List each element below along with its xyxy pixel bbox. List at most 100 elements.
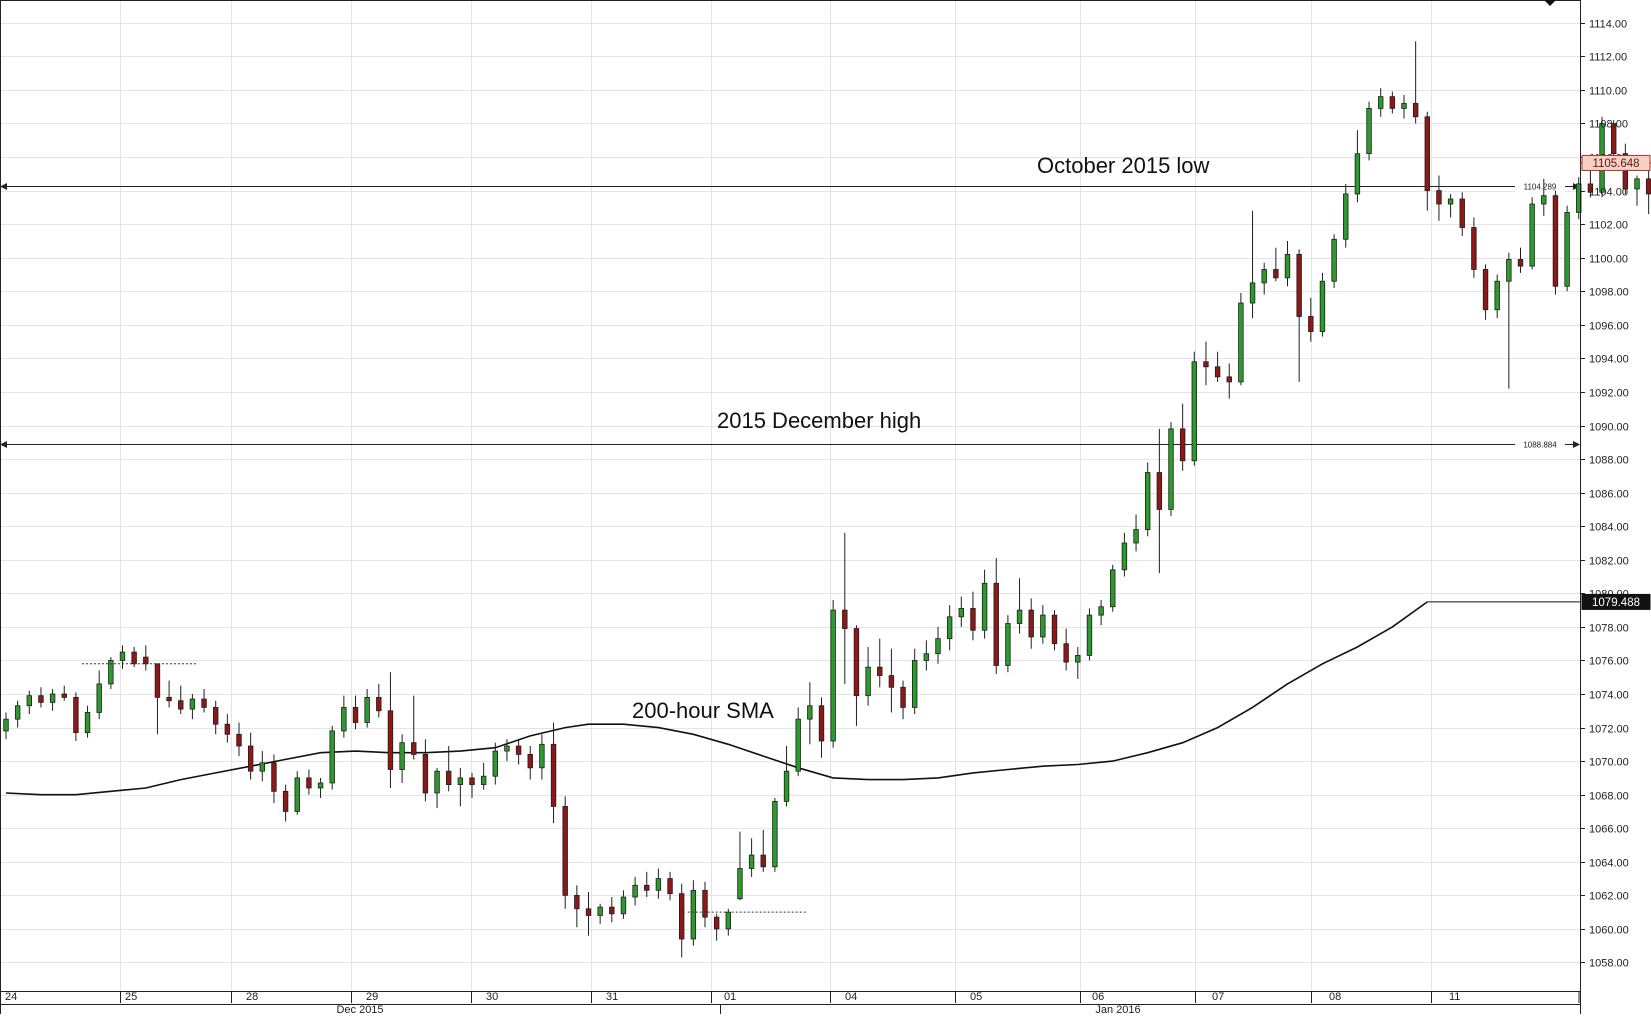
candle-body <box>1016 609 1023 624</box>
candle-body <box>1447 198 1454 205</box>
level-annotation: October 2015 low <box>1037 153 1210 178</box>
candle-body <box>1098 606 1104 616</box>
candle-body <box>1191 361 1197 462</box>
x-day-label: 06 <box>1092 991 1104 1003</box>
candle-body <box>108 660 114 685</box>
candle-body <box>96 683 102 713</box>
x-day-label: 04 <box>845 991 857 1003</box>
candle-body <box>212 707 219 725</box>
candle-body <box>702 889 708 918</box>
candle-body <box>958 608 964 618</box>
candle-body <box>247 745 254 772</box>
candle-body <box>1261 269 1267 284</box>
y-tick-label: 1114.00 <box>1589 19 1627 31</box>
y-tick-label: 1062.00 <box>1589 891 1629 903</box>
candle-body <box>877 666 883 676</box>
candle-body <box>632 884 638 898</box>
candle-body <box>1296 253 1302 317</box>
candle-body <box>364 696 370 723</box>
candle-body <box>1401 102 1407 109</box>
candle-body <box>1203 361 1209 368</box>
candle-body <box>1040 614 1046 638</box>
y-tick-label: 1104.00 <box>1589 187 1628 199</box>
candle-body <box>259 762 265 772</box>
y-tick-label: 1084.00 <box>1589 522 1629 534</box>
candle-body <box>236 733 242 747</box>
candle-body <box>1343 193 1349 240</box>
candle-body <box>224 723 231 735</box>
candle-body <box>760 854 766 868</box>
candle-body <box>830 609 836 742</box>
candle-body <box>282 790 289 812</box>
candle-body <box>294 777 300 812</box>
y-tick-label: 1070.00 <box>1589 757 1629 769</box>
candle-body <box>492 750 498 777</box>
sma-annotation: 200-hour SMA <box>632 698 774 723</box>
candle-body <box>1459 198 1465 228</box>
candle-body <box>1494 280 1500 311</box>
candle-body <box>655 878 662 891</box>
last-price-badge <box>1581 154 1651 171</box>
y-tick-label: 1110.00 <box>1589 86 1627 98</box>
sma-price-badge <box>1581 593 1651 610</box>
candle-body <box>1482 269 1489 311</box>
candle-body <box>1226 376 1232 383</box>
x-day-label: 30 <box>486 991 498 1003</box>
candle-body <box>585 908 592 916</box>
candle-body <box>748 854 755 869</box>
y-tick-label: 1088.00 <box>1589 455 1629 467</box>
gridlines <box>0 1 1580 991</box>
annotations: October 2015 low 2015 December high 200-ho… <box>632 153 1210 723</box>
candle-body <box>352 707 359 723</box>
candle-body <box>597 906 603 916</box>
candle-body <box>1424 116 1430 192</box>
candle-body <box>993 582 999 666</box>
y-tick-label: 1112.00 <box>1589 52 1627 64</box>
candle-body <box>1133 529 1139 544</box>
y-tick-label: 1096.00 <box>1589 321 1629 333</box>
y-tick-label: 1068.00 <box>1589 791 1629 803</box>
candle-body <box>306 777 312 789</box>
candle-body <box>865 666 871 697</box>
candle-body <box>1378 96 1384 109</box>
candle-body <box>1051 614 1058 645</box>
level-arrow-left-icon <box>0 441 7 448</box>
candle-body <box>795 718 801 772</box>
x-day-label: 11 <box>1449 991 1460 1003</box>
candle-body <box>725 911 731 930</box>
candle-body <box>1576 183 1582 213</box>
y-tick-label: 1072.00 <box>1589 724 1629 736</box>
y-tick-label: 1100.00 <box>1589 254 1628 266</box>
candle-body <box>1436 190 1442 205</box>
y-tick-label: 1086.00 <box>1589 489 1629 501</box>
candle-body <box>1238 302 1244 383</box>
candle-body <box>550 743 557 807</box>
candle-body <box>1308 316 1314 332</box>
x-day-label: 28 <box>246 991 258 1003</box>
candle-body <box>1389 96 1396 109</box>
candle-body <box>1517 259 1524 267</box>
candle-body <box>38 695 44 703</box>
candle-body <box>1634 178 1640 190</box>
y-tick-label: 1098.00 <box>1589 287 1629 299</box>
candle-body <box>49 693 56 703</box>
candle-body <box>1319 280 1326 332</box>
candle-body <box>679 893 685 940</box>
candle-body <box>457 777 464 786</box>
candle-body <box>1587 183 1594 193</box>
candle-body <box>912 660 918 708</box>
candle-body <box>1168 428 1174 510</box>
x-day-label: 05 <box>970 991 982 1003</box>
candle-body <box>923 653 930 661</box>
x-day-label: 24 <box>5 991 17 1003</box>
candle-body <box>201 698 207 708</box>
y-tick-label: 1058.00 <box>1589 958 1629 970</box>
y-tick-label: 1076.00 <box>1589 656 1629 668</box>
sma-line <box>5 601 1428 796</box>
chart-frame <box>0 0 1581 1014</box>
candle-body <box>1645 178 1651 195</box>
gap-lines <box>81 663 806 913</box>
last-price-label: 1105.648 <box>1592 158 1639 170</box>
y-tick-label: 1092.00 <box>1589 388 1629 400</box>
candle-body <box>376 696 382 712</box>
